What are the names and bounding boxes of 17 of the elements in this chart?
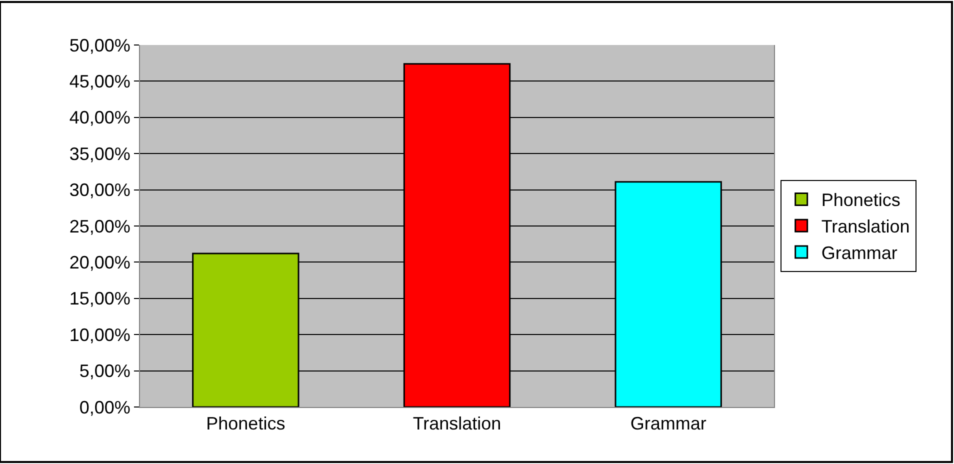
y-tick-label: 25,00% bbox=[69, 216, 130, 236]
y-tick-label: 20,00% bbox=[69, 252, 130, 272]
y-tick-label: 50,00% bbox=[69, 35, 130, 56]
legend-label: Translation bbox=[821, 216, 910, 237]
y-tick-label: 10,00% bbox=[69, 324, 130, 345]
y-tick-label: 30,00% bbox=[69, 180, 130, 200]
legend-label: Phonetics bbox=[821, 190, 900, 210]
y-tick-label: 45,00% bbox=[69, 72, 130, 92]
y-tick-label: 5,00% bbox=[79, 361, 130, 382]
legend-label: Grammar bbox=[821, 243, 898, 264]
y-tick-label: 0,00% bbox=[79, 397, 130, 418]
x-tick-label: Phonetics bbox=[206, 414, 286, 434]
x-tick-label: Translation bbox=[412, 414, 502, 434]
y-tick-label: 15,00% bbox=[69, 288, 130, 309]
x-tick-label: Grammar bbox=[630, 414, 706, 434]
y-tick-label: 35,00% bbox=[69, 144, 130, 164]
y-tick-label: 40,00% bbox=[69, 108, 130, 128]
